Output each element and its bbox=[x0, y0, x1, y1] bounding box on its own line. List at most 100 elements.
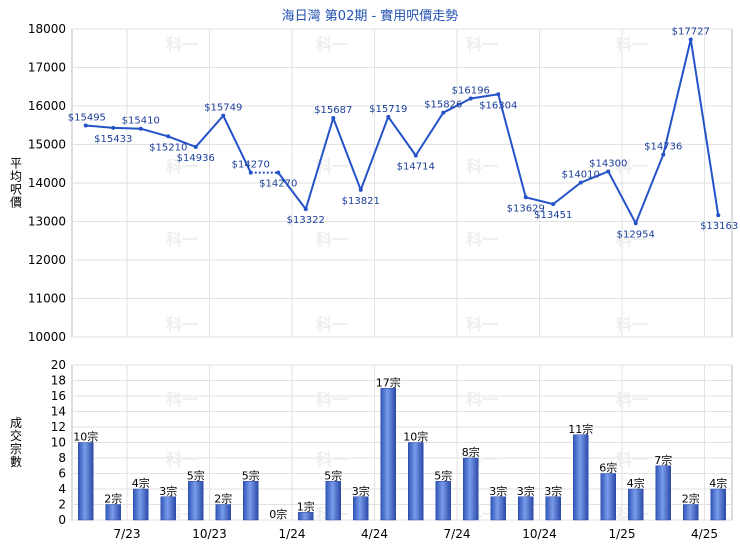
bar-data-label: 10宗 bbox=[73, 430, 98, 444]
watermark: 科一 bbox=[316, 315, 348, 334]
watermark: 科一 bbox=[616, 390, 648, 409]
line-segment bbox=[689, 39, 720, 216]
bar bbox=[628, 488, 644, 521]
line-point bbox=[221, 113, 226, 118]
bar-data-label: 5宗 bbox=[434, 468, 452, 482]
line-segment bbox=[222, 115, 252, 174]
xtick-label: 10/23 bbox=[192, 527, 227, 541]
bar-data-label: 4宗 bbox=[627, 476, 645, 490]
line-point bbox=[386, 114, 391, 119]
bar-ytick-label: 18 bbox=[51, 374, 66, 388]
line-point bbox=[496, 92, 501, 97]
line-segment bbox=[442, 97, 472, 114]
xtick-label: 10/24 bbox=[522, 527, 557, 541]
line-point bbox=[111, 125, 116, 130]
bar-data-label: 1宗 bbox=[297, 499, 315, 513]
line-point bbox=[688, 37, 693, 42]
line-data-label: $16304 bbox=[479, 100, 517, 111]
bar-data-label: 3宗 bbox=[489, 484, 507, 498]
line-segment bbox=[634, 154, 665, 224]
xtick-label: 1/25 bbox=[609, 527, 636, 541]
line-point bbox=[633, 221, 638, 226]
watermark: 科一 bbox=[316, 230, 348, 249]
line-data-label: $13821 bbox=[342, 196, 380, 207]
watermark: 科一 bbox=[166, 230, 198, 249]
line-segment bbox=[194, 115, 225, 148]
line-ylabel: 平均呎價 bbox=[10, 157, 22, 210]
line-data-label: $14714 bbox=[397, 162, 435, 173]
bar bbox=[243, 481, 259, 521]
bar bbox=[78, 442, 94, 521]
watermark: 科一 bbox=[466, 157, 498, 176]
bar-data-label: 2宗 bbox=[214, 492, 232, 506]
bar bbox=[490, 496, 506, 521]
xtick-label: 1/24 bbox=[279, 527, 306, 541]
bar-ylabel: 成交宗數 bbox=[10, 416, 22, 469]
bar-ytick-label: 20 bbox=[51, 358, 66, 372]
line-point bbox=[413, 153, 418, 158]
watermark: 科一 bbox=[316, 157, 348, 176]
watermark: 科一 bbox=[316, 450, 348, 469]
line-point bbox=[83, 123, 88, 128]
line-segment bbox=[497, 94, 527, 198]
line-data-label: $14936 bbox=[177, 153, 215, 164]
line-segment bbox=[85, 124, 114, 129]
watermark: 科一 bbox=[316, 35, 348, 54]
line-point bbox=[441, 110, 446, 115]
xtick-label: 7/24 bbox=[444, 527, 471, 541]
bar-data-label: 5宗 bbox=[187, 468, 205, 482]
watermark: 科一 bbox=[166, 157, 198, 176]
bar bbox=[435, 481, 451, 521]
bar bbox=[655, 465, 671, 521]
line-data-label: $16196 bbox=[452, 85, 490, 96]
bar bbox=[683, 504, 699, 521]
bar bbox=[325, 481, 341, 521]
bar bbox=[380, 388, 396, 521]
watermark: 科一 bbox=[616, 315, 648, 334]
watermark: 科一 bbox=[166, 390, 198, 409]
line-data-label: $14736 bbox=[644, 142, 682, 153]
bar-data-label: 4宗 bbox=[709, 476, 727, 490]
bar bbox=[105, 504, 121, 521]
bar-data-label: 11宗 bbox=[568, 422, 593, 436]
line-point bbox=[276, 170, 281, 175]
bar-data-label: 4宗 bbox=[132, 476, 150, 490]
bar-data-label: 6宗 bbox=[599, 461, 617, 475]
watermark: 科一 bbox=[466, 230, 498, 249]
bar-data-label: 3宗 bbox=[544, 484, 562, 498]
bar-data-label: 5宗 bbox=[242, 468, 260, 482]
line-segment bbox=[140, 127, 169, 138]
bar bbox=[710, 488, 726, 521]
xtick-label: 4/25 bbox=[691, 527, 718, 541]
line-point bbox=[523, 195, 528, 200]
watermark: 科一 bbox=[466, 390, 498, 409]
line-segment bbox=[167, 135, 197, 148]
line-data-label: $15719 bbox=[369, 104, 407, 115]
watermark: 科一 bbox=[466, 35, 498, 54]
watermark: 科一 bbox=[616, 35, 648, 54]
bar-ytick-label: 0 bbox=[58, 513, 66, 527]
bar-data-label: 7宗 bbox=[654, 453, 672, 467]
bar-ytick-label: 10 bbox=[51, 436, 66, 450]
bar-ytick-label: 2 bbox=[58, 498, 66, 512]
line-point bbox=[166, 134, 171, 139]
line-segment bbox=[662, 39, 692, 155]
line-segment bbox=[525, 196, 554, 206]
line-data-label: $13629 bbox=[507, 203, 545, 214]
line-data-label: $15687 bbox=[314, 105, 352, 116]
line-segment bbox=[304, 117, 335, 210]
bar bbox=[518, 496, 534, 521]
line-data-label: $13163 bbox=[700, 221, 738, 232]
line-data-label: $14270 bbox=[232, 160, 270, 171]
line-segment bbox=[277, 172, 307, 210]
bar-data-label: 17宗 bbox=[376, 375, 401, 389]
bar-ytick-label: 14 bbox=[51, 405, 66, 419]
watermark: 科一 bbox=[616, 450, 648, 469]
line-point bbox=[606, 169, 611, 174]
line-ytick-label: 15000 bbox=[28, 138, 66, 152]
line-data-label: $17727 bbox=[672, 27, 710, 38]
line-point bbox=[661, 152, 666, 157]
xtick-label: 7/23 bbox=[114, 527, 141, 541]
line-data-label: $15433 bbox=[94, 134, 132, 145]
